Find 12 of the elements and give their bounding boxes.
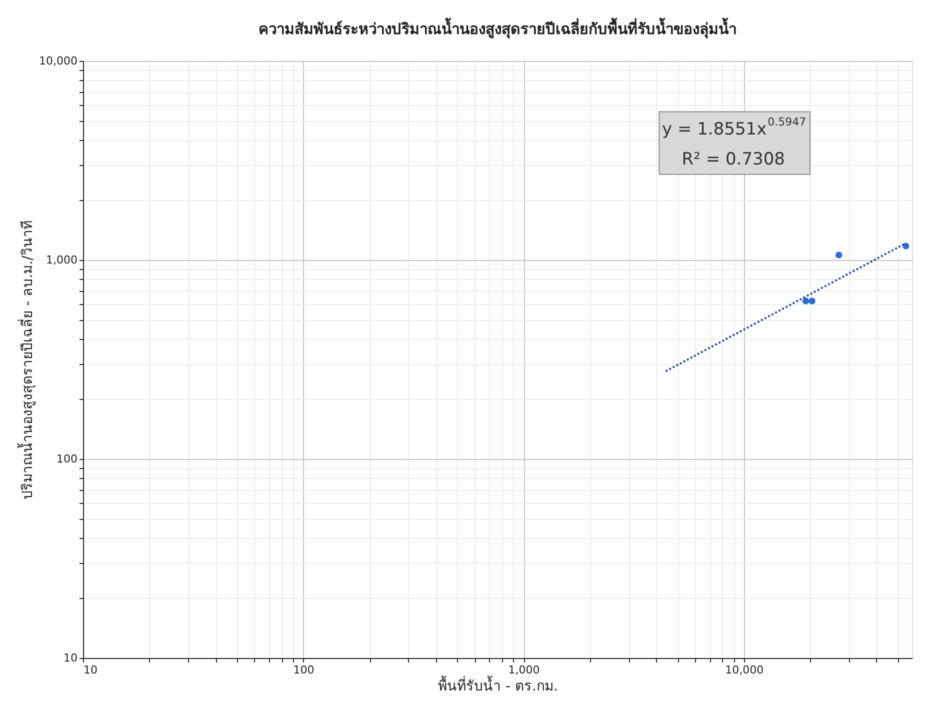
x-tick-label: 10,000 [725,664,764,676]
x-tick-label: 10 [84,664,98,676]
x-tick-label: 1,000 [508,664,540,676]
y-tick-label: 10 [64,652,78,664]
x-axis-title: พื้นที่รับน้ำ - ตร.กม. [438,676,558,694]
y-tick-label: 1,000 [46,254,78,266]
y-axis-title: ปริมาณน้ำนองสูงสุดรายปีเฉลี่ย - ลบ.ม./วินาที [17,220,36,500]
x-tick-label: 100 [293,664,314,676]
annotation: R² = 0.7308 [682,150,785,170]
y-tick-label: 10,000 [39,54,78,68]
chart-title: ความสัมพันธ์ระหว่างปริมาณน้ำนองสูงสุดรายปีเฉลี่ยกับพื้นที่รับน้ำของลุ่มน้ำ [258,17,736,39]
y-tick-label: 100 [56,452,78,466]
